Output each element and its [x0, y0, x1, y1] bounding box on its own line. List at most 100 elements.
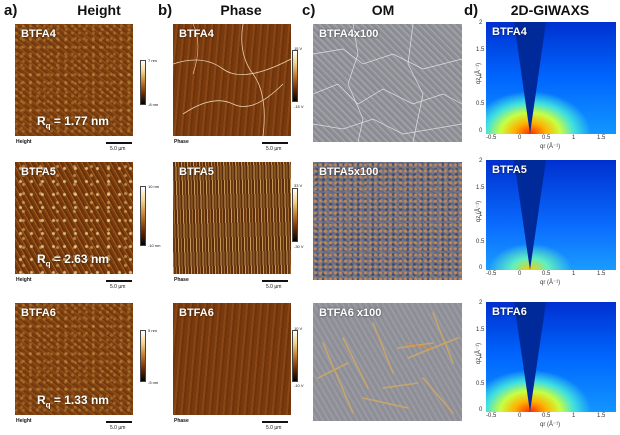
y-tick: 1.5: [476, 47, 485, 53]
x-tick: -0.5: [486, 135, 497, 141]
y-axis-label: qz (Å⁻¹): [476, 200, 483, 223]
sample-label: BTFA6: [492, 306, 527, 318]
y-tick: 0.5: [476, 239, 485, 245]
phase-colorbar-btfa5: [292, 188, 298, 242]
phase-image-btfa6: BTFA6: [173, 303, 291, 415]
y-tick: 0: [479, 407, 483, 413]
panel-letter-d: d): [464, 2, 479, 19]
colorbar-max: 15 V: [294, 46, 303, 51]
y-tick: 0: [479, 128, 483, 134]
colorbar-max: 5 nm: [148, 328, 157, 333]
x-tick: 1.5: [597, 135, 606, 141]
om-image-btfa4: BTFA4x100: [313, 24, 462, 142]
scale-bar-label: 5.0 µm: [110, 425, 126, 431]
colorbar-min: -10 V: [294, 383, 304, 388]
y-tick: 0.5: [476, 101, 485, 107]
height-colorbar-btfa5: [140, 186, 146, 246]
image-caption: Phase: [174, 139, 189, 145]
needle-crystals: [317, 312, 459, 414]
sample-label: BTFA4: [179, 28, 214, 40]
panel-letter-a: a): [4, 2, 18, 19]
x-tick: 0.5: [542, 135, 551, 141]
column-title-phase: Phase: [220, 2, 262, 18]
image-caption: Phase: [174, 418, 189, 424]
missing-wedge: [514, 160, 546, 270]
phase-image-btfa4: BTFA4: [173, 24, 291, 136]
scale-bar: [106, 421, 132, 423]
image-caption: Phase: [174, 277, 189, 283]
image-caption: Height: [16, 277, 32, 283]
crack-network: [313, 24, 462, 142]
roughness-value: Rq = 1.33 nm: [37, 392, 109, 409]
height-image-btfa4: BTFA4 Rq = 1.77 nm: [15, 24, 133, 136]
y-tick: 1.5: [476, 185, 485, 191]
scale-bar-label: 5.0 µm: [110, 284, 126, 290]
x-axis-label: qr (Å⁻¹): [540, 144, 561, 150]
column-title-height: Height: [77, 2, 121, 18]
sample-label: BTFA5: [179, 166, 214, 178]
colorbar-min: -30 V: [294, 244, 304, 249]
sample-label: BTFA4: [21, 28, 56, 40]
height-image-btfa6: BTFA6 Rq = 1.33 nm: [15, 303, 133, 415]
x-axis-label: qr (Å⁻¹): [540, 280, 561, 286]
scale-bar: [262, 280, 288, 282]
giwaxs-image-btfa4: BTFA4: [486, 22, 616, 134]
y-tick: 1: [479, 74, 483, 80]
y-tick: 2: [479, 20, 483, 26]
missing-wedge: [514, 22, 546, 134]
scale-bar-label: 5.0 µm: [266, 425, 282, 431]
roughness-value: Rq = 2.63 nm: [37, 251, 109, 268]
x-tick: 1: [572, 271, 576, 277]
phase-image-btfa5: BTFA5: [173, 162, 291, 274]
x-axis-label: qr (Å⁻¹): [540, 422, 561, 428]
height-colorbar-btfa4: [140, 60, 146, 105]
sample-label: BTFA4x100: [319, 28, 379, 40]
image-caption: Height: [16, 418, 32, 424]
column-title-giwaxs: 2D-GIWAXS: [510, 2, 590, 18]
sample-label: BTFA5: [21, 166, 56, 178]
x-tick: 1: [572, 413, 576, 419]
colorbar-min: -5 nm: [148, 380, 159, 385]
height-colorbar-btfa6: [140, 330, 146, 382]
crack-lines: [173, 24, 291, 136]
y-tick: 1: [479, 212, 483, 218]
scale-bar: [106, 142, 132, 144]
x-tick: 1.5: [597, 271, 606, 277]
sample-label: BTFA6: [21, 307, 56, 319]
scale-bar: [262, 142, 288, 144]
image-caption: Height: [16, 139, 32, 145]
column-title-om: OM: [371, 2, 395, 18]
x-tick: 0.5: [542, 413, 551, 419]
sample-label: BTFA5: [492, 164, 527, 176]
giwaxs-image-btfa5: BTFA5: [486, 160, 616, 270]
sample-label: BTFA4: [492, 26, 527, 38]
phase-colorbar-btfa4: [292, 50, 298, 102]
om-image-btfa5: BTFA5x100: [313, 162, 462, 280]
x-tick: -0.5: [486, 271, 497, 277]
y-axis-label: qz (Å⁻¹): [476, 62, 483, 85]
y-tick: 0.5: [476, 381, 485, 387]
panel-letter-b: b): [158, 2, 173, 19]
sample-label: BTFA5x100: [319, 166, 379, 178]
sample-label: BTFA6: [179, 307, 214, 319]
y-tick: 2: [479, 300, 483, 306]
y-axis-label: qz (Å⁻¹): [476, 342, 483, 365]
colorbar-max: 10 V: [294, 326, 303, 331]
y-tick: 2: [479, 158, 483, 164]
colorbar-min: -10 nm: [148, 243, 161, 248]
scale-bar: [106, 280, 132, 282]
phase-colorbar-btfa6: [292, 330, 298, 382]
scale-bar: [262, 421, 288, 423]
missing-wedge: [514, 302, 546, 412]
x-tick: 0: [518, 271, 522, 277]
om-image-btfa6: BTFA6 x100: [313, 303, 462, 421]
colorbar-max: 7 nm: [148, 58, 157, 63]
y-tick: 1.5: [476, 327, 485, 333]
height-image-btfa5: BTFA5 Rq = 2.63 nm: [15, 162, 133, 274]
x-tick: 0: [518, 413, 522, 419]
colorbar-max: 10 nm: [148, 184, 160, 189]
x-tick: 0.5: [542, 271, 551, 277]
y-tick: 0: [479, 265, 483, 271]
giwaxs-image-btfa6: BTFA6: [486, 302, 616, 412]
colorbar-min: -15 V: [294, 104, 304, 109]
